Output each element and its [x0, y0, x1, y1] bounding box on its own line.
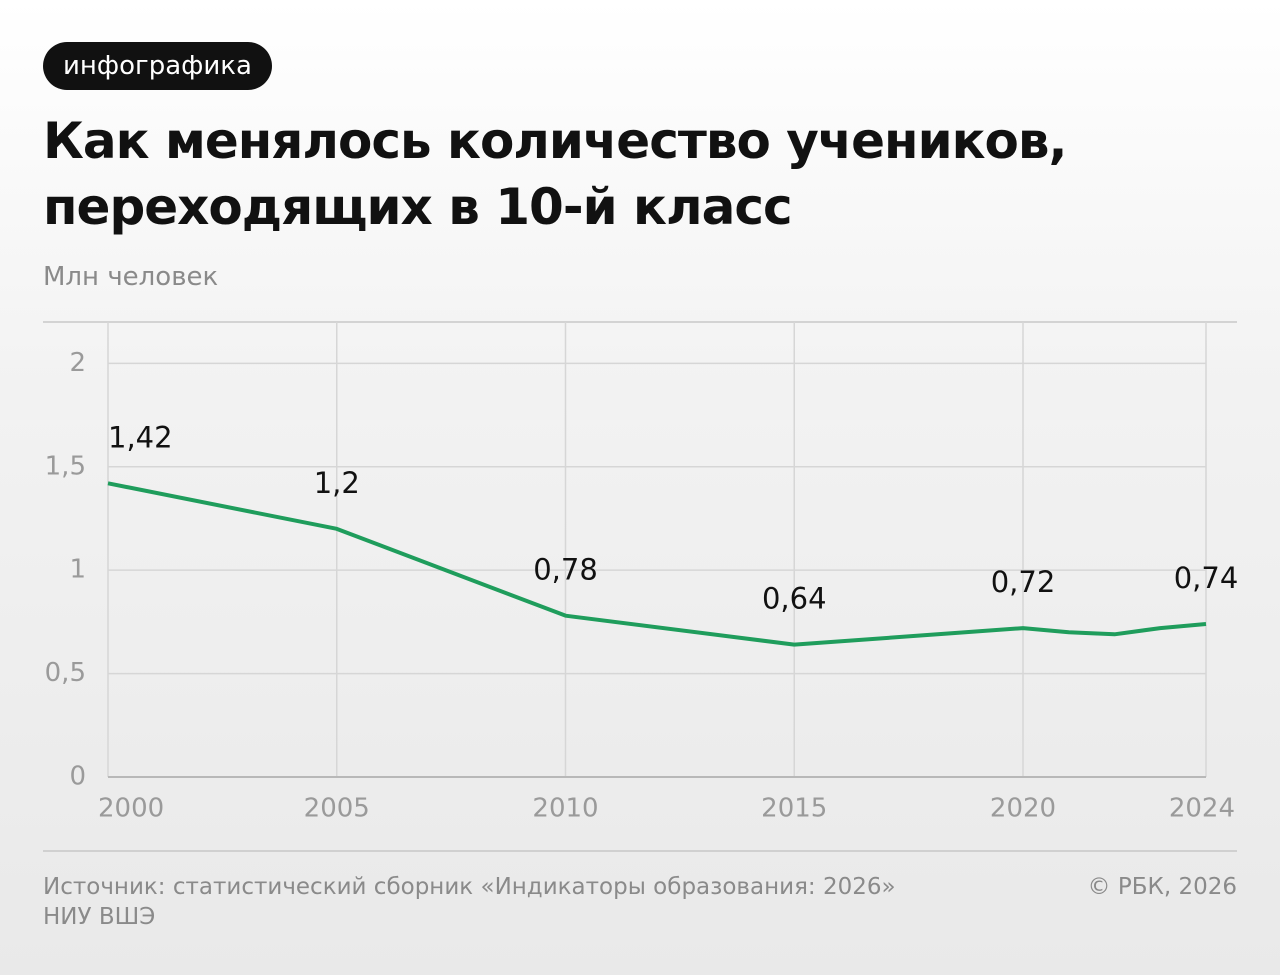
source: Источник: статистический сборник «Индика… — [43, 874, 896, 930]
y-tick-label: 0 — [69, 762, 86, 792]
value-label: 0,64 — [762, 582, 827, 616]
credit: © РБК, 2026 — [1087, 874, 1237, 900]
value-label: 1,2 — [314, 466, 360, 500]
value-label: 0,74 — [1174, 561, 1239, 595]
x-tick-label: 2010 — [532, 794, 598, 824]
y-tick-label: 1,5 — [45, 451, 86, 481]
x-tick-label: 2024 — [1169, 794, 1235, 824]
y-tick-label: 0,5 — [45, 658, 86, 688]
chart-subtitle: Млн человек — [43, 262, 219, 292]
tag: инфографика — [43, 42, 272, 90]
value-label: 1,42 — [108, 420, 173, 454]
chart-title: Как менялось количество учеников, перехо… — [43, 112, 1068, 236]
value-label: 0,78 — [533, 553, 598, 587]
value-label: 0,72 — [991, 565, 1056, 599]
x-tick-label: 2000 — [98, 794, 164, 824]
line — [107, 481, 1207, 647]
x-tick-label: 2005 — [304, 794, 370, 824]
y-tick-label: 1 — [69, 555, 86, 585]
y-tick-label: 2 — [69, 348, 86, 378]
x-tick-label: 2020 — [990, 794, 1056, 824]
x-tick-label: 2015 — [761, 794, 827, 824]
